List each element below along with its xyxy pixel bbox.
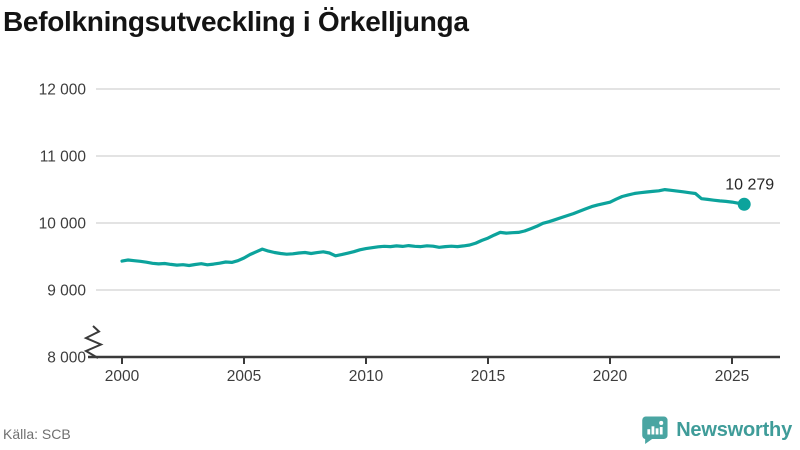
newsworthy-logo: Newsworthy [641, 416, 792, 444]
source-note: Källa: SCB [3, 426, 71, 442]
x-tick-label: 2000 [105, 368, 140, 385]
newsworthy-bubble-icon [642, 416, 668, 444]
x-tick-label: 2005 [227, 368, 261, 385]
population-line [120, 188, 746, 268]
y-tick-label: 9 000 [47, 283, 86, 300]
end-point-marker [737, 197, 751, 211]
speech-bubble-shape [642, 416, 668, 444]
chart-title: Befolkningsutveckling i Örkelljunga [3, 6, 469, 37]
y-tick-label: 10 000 [39, 216, 87, 233]
x-tick-label: 2010 [349, 368, 384, 385]
y-tick-label: 8 000 [47, 350, 86, 367]
mini-bar-chart-icon [647, 420, 664, 435]
end-value-label: 10 279 [725, 176, 774, 193]
newsworthy-wordmark: Newsworthy [676, 418, 792, 441]
x-tick-label: 2025 [715, 368, 749, 385]
x-tick-label: 2020 [593, 368, 628, 385]
y-axis-break-icon [83, 325, 104, 359]
y-tick-label: 11 000 [40, 149, 87, 166]
x-tick-label: 2015 [471, 368, 505, 385]
y-tick-label: 12 000 [39, 82, 87, 99]
